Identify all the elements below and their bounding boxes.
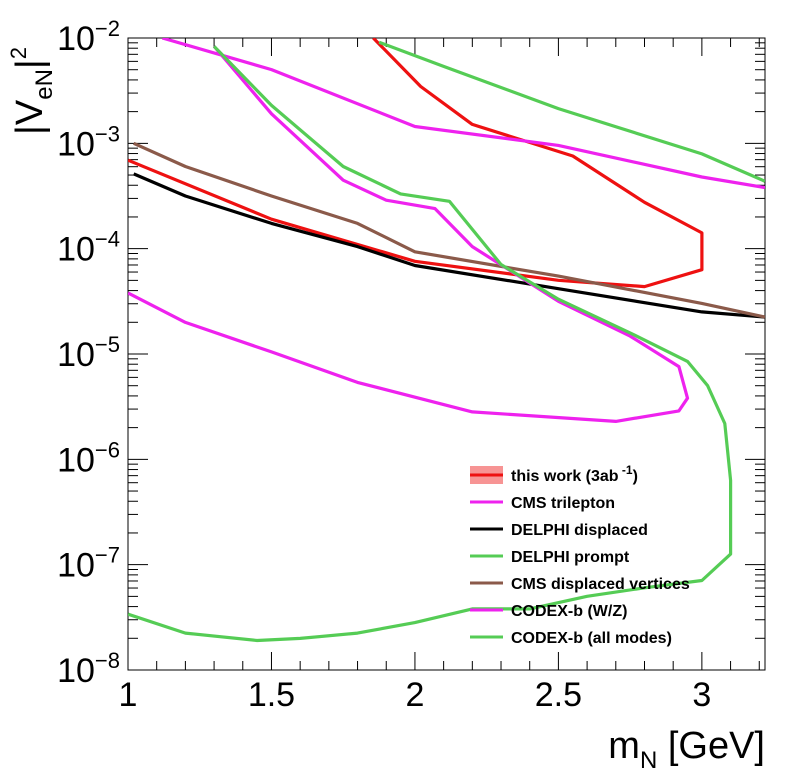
series-line-3	[133, 172, 765, 319]
series-line-7	[128, 45, 733, 643]
legend-entry-3: DELPHI displaced	[511, 522, 648, 539]
legend-entry-1: this work (3ab -1)	[511, 463, 638, 485]
legend-entry-7: CODEX-b (all modes)	[511, 630, 672, 647]
x-tick-label: 2	[405, 676, 424, 714]
x-tick-label: 1.5	[248, 676, 295, 714]
y-tick-label: 10−6	[57, 437, 120, 479]
y-axis-title: |VeN|2	[6, 47, 58, 135]
x-tick-label: 2.5	[535, 676, 582, 714]
series-lines	[128, 38, 765, 643]
y-tick-label: 10−2	[57, 16, 120, 58]
x-tick-label: 3	[692, 676, 711, 714]
legend-entry-4: DELPHI prompt	[511, 549, 630, 566]
series-line-1	[128, 38, 704, 289]
series-line-6	[128, 45, 690, 423]
legend: this work (3ab -1) CMS trilepton DELPHI di…	[470, 463, 690, 647]
y-tick-label: 10−3	[57, 121, 120, 163]
axis-ticks	[127, 37, 765, 671]
x-axis-title: mN [GeV]	[608, 725, 765, 772]
y-tick-label: 10−8	[57, 648, 120, 690]
legend-entry-2: CMS trilepton	[511, 495, 615, 512]
y-tick-label: 10−4	[57, 227, 120, 269]
axis-titles: mN [GeV] |VeN|2	[6, 47, 765, 772]
series-line-2	[161, 38, 765, 190]
series-line-5	[133, 141, 765, 319]
y-tick-label: 10−5	[57, 332, 120, 374]
y-tick-label: 10−7	[57, 543, 120, 585]
legend-entry-5: CMS displaced vertices	[511, 576, 690, 593]
x-tick-label: 1	[119, 676, 138, 714]
series-line-4	[378, 40, 765, 183]
tick-labels: 1 1.5 2 2.5 3 10−8 10−7 10−6 10−5 10−4 10−3 10−2	[57, 16, 711, 714]
legend-entry-6: CODEX-b (W/Z)	[511, 603, 627, 620]
